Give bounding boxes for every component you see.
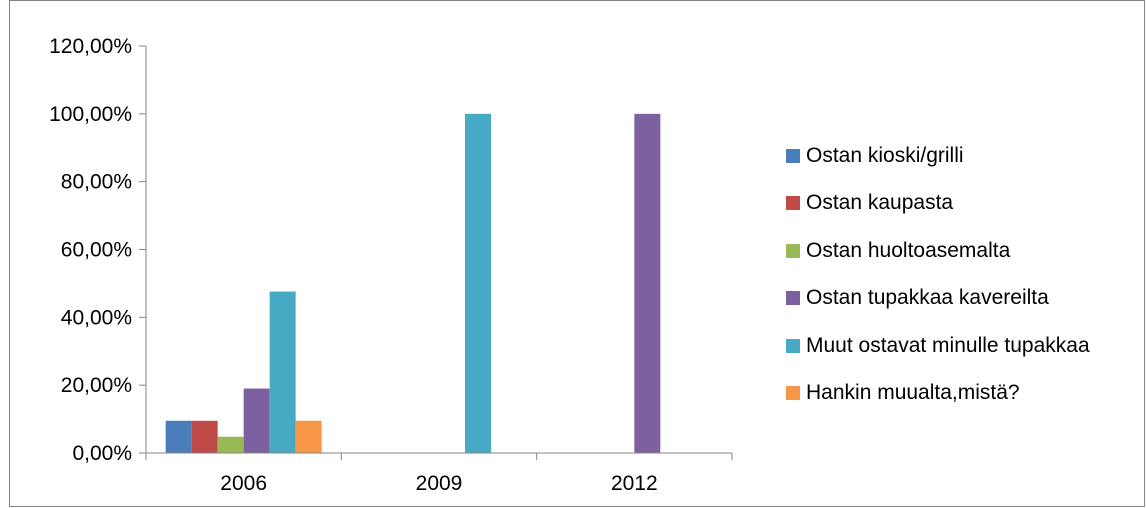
bar-2009-series-4 — [465, 113, 491, 453]
legend-swatch — [786, 243, 800, 258]
y-tick-label: 0,00% — [72, 442, 132, 465]
bar-2012-series-3 — [634, 113, 661, 453]
y-tick-label: 20,00% — [61, 374, 132, 397]
y-tick-label: 80,00% — [61, 171, 132, 194]
legend-label: Ostan tupakkaa kavereilta — [806, 286, 1049, 310]
y-tick-label: 40,00% — [61, 306, 132, 329]
legend-item: Ostan kaupasta — [786, 180, 1090, 228]
bar-chart: 0,00% 20,00% 40,00% 60,00% 80,00% 100,00% 120,… — [49, 35, 733, 495]
x-tick-label: 2012 — [611, 472, 658, 495]
legend-item: Ostan tupakkaa kavereilta — [786, 275, 1090, 323]
legend-label: Ostan huoltoasemalta — [806, 238, 1011, 262]
y-tick-label: 60,00% — [61, 239, 132, 262]
bar-2006-series-0 — [165, 420, 192, 453]
bar-2006-series-3 — [243, 388, 270, 453]
x-tick-label: 2006 — [220, 472, 267, 495]
legend-swatch — [786, 196, 800, 211]
legend-swatch — [786, 291, 800, 306]
legend-item: Hankin muualta,mistä? — [786, 370, 1090, 418]
y-tick-label: 100,00% — [49, 103, 132, 126]
bar-2006-series-1 — [191, 420, 218, 453]
legend-label: Ostan kaupasta — [806, 191, 954, 215]
legend-item: Ostan kioski/grilli — [786, 132, 1090, 180]
bar-2006-series-4 — [269, 291, 296, 453]
legend-swatch — [786, 338, 800, 353]
legend-item: Muut ostavat minulle tupakkaa — [786, 322, 1090, 370]
bar-2006-series-5 — [295, 420, 322, 453]
legend-label: Hankin muualta,mistä? — [806, 381, 1020, 405]
legend-item: Ostan huoltoasemalta — [786, 227, 1090, 275]
legend-label: Muut ostavat minulle tupakkaa — [806, 333, 1090, 357]
y-tick-label: 120,00% — [49, 35, 132, 58]
bar-2006-series-2 — [217, 436, 244, 453]
legend-label: Ostan kioski/grilli — [806, 143, 964, 167]
legend-swatch — [786, 386, 800, 401]
x-tick-label: 2009 — [416, 472, 463, 495]
chart-legend: Ostan kioski/grilli Ostan kaupasta Ostan h… — [786, 132, 1090, 417]
chart-frame: 0,00% 20,00% 40,00% 60,00% 80,00% 100,00% 120,… — [9, 0, 1145, 507]
legend-swatch — [786, 148, 800, 163]
